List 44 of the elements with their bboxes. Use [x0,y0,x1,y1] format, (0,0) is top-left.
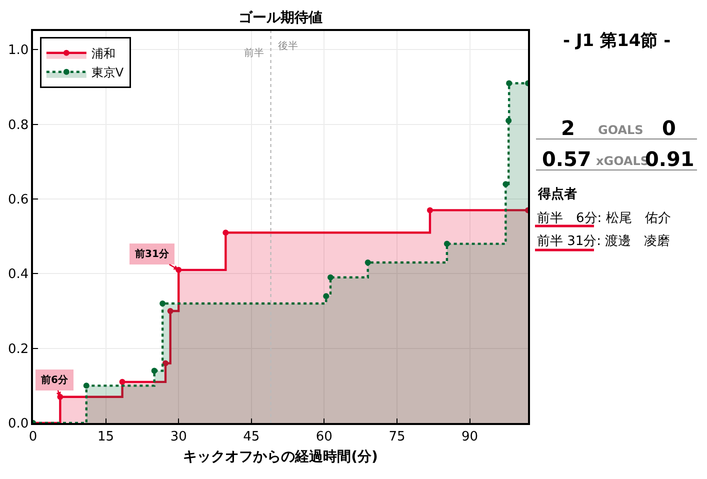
text: 0 [662,116,676,140]
point [119,378,126,385]
point [506,80,512,86]
x-tick-label: 60 [316,429,332,444]
text: 前半 6分: 松尾 佑介 [537,211,671,226]
y-tick-label: 0.0 [8,416,29,432]
text: - J1 第14節 - [563,31,671,51]
point [506,118,512,124]
text: GOALS [598,123,644,137]
ref-line-label: 前半 [244,47,264,59]
x-tick-label: 0 [28,429,38,444]
annotation: 前6分 [40,374,69,386]
annotation: 後半 [278,40,298,52]
y-tick-label: 0.4 [8,267,29,282]
point [162,360,168,366]
x-tick-label: 45 [243,429,260,444]
point [444,240,450,247]
y-tick-label: 0.6 [8,192,29,208]
point [426,207,433,214]
point [151,368,158,374]
y-tick-label: 0.8 [8,118,29,133]
text: 得点者 [537,186,577,202]
x-tick-label: 30 [170,429,187,444]
text: 0.57 [542,147,592,171]
x-tick-label: 90 [461,429,478,444]
point [323,293,330,300]
point [167,308,174,314]
point [160,300,166,307]
x-tick-label: 75 [388,429,406,444]
point [83,382,90,389]
chart-title: ゴール期待値 [238,10,322,26]
y-tick-label: 0.2 [8,342,29,357]
annotation: 前31分 [134,248,170,260]
point [222,230,229,236]
text: 前半 31分: 渡邊 凌磨 [537,234,670,249]
x-axis-title: キックオフからの経過時間(分) [183,449,378,466]
legend-label: 浦和 [91,46,116,61]
legend-label: 東京V [91,66,124,80]
point [327,274,334,280]
text: 2 [561,116,575,140]
point [502,181,509,188]
y-tick-label: 1.0 [8,43,29,58]
x-tick-label: 15 [98,429,114,444]
point [364,259,371,266]
